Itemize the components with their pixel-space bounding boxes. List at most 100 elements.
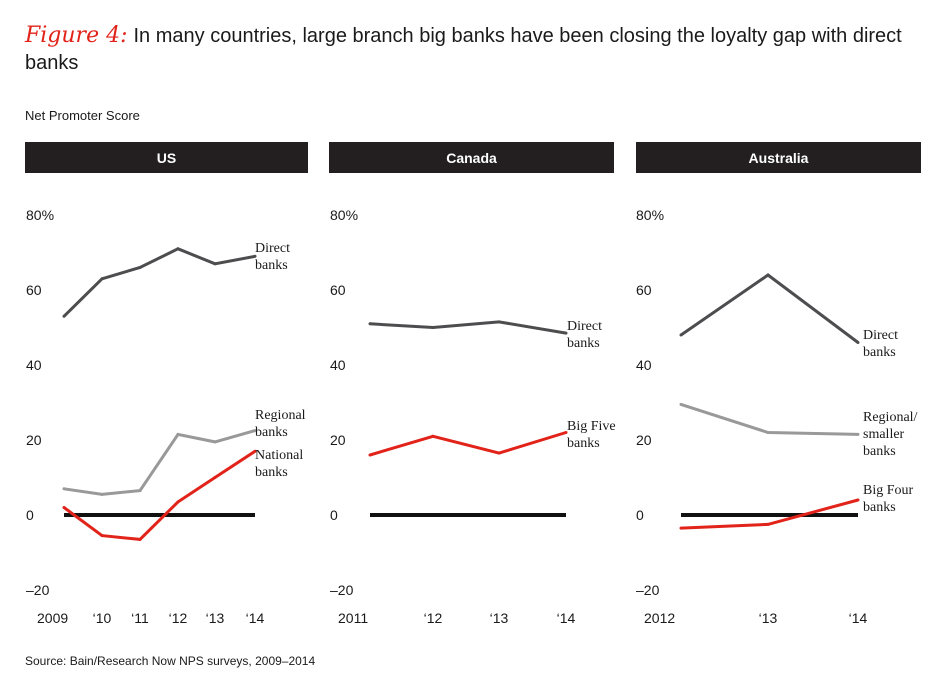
data-point xyxy=(213,476,217,479)
data-point xyxy=(564,431,568,434)
data-point xyxy=(100,534,104,538)
panel-header-bar xyxy=(329,142,614,173)
data-point xyxy=(766,522,770,526)
series-label: Big Five xyxy=(567,419,616,434)
y-tick-label: 60 xyxy=(26,282,42,298)
data-point xyxy=(679,526,683,530)
y-tick-label: 60 xyxy=(636,282,652,298)
x-tick-label: ‘12 xyxy=(169,610,188,626)
data-point xyxy=(253,449,257,453)
panel-us: US 80% 60 40 20 0 –20 Direct banks Regional banks N… xyxy=(25,142,308,626)
data-point xyxy=(62,506,66,509)
x-tick-label: ‘11 xyxy=(131,610,149,626)
y-tick-label: –20 xyxy=(26,582,50,598)
series-line-direct-banks xyxy=(680,273,859,344)
data-point xyxy=(368,453,372,457)
series-label: banks xyxy=(567,436,600,451)
data-point xyxy=(176,500,180,504)
series-line-regional-smaller-banks xyxy=(680,402,859,436)
x-tick-label: ‘14 xyxy=(557,610,576,626)
y-tick-label: 80% xyxy=(330,207,358,223)
data-point xyxy=(497,451,501,455)
data-point xyxy=(431,326,435,329)
series-label: banks xyxy=(863,500,896,515)
data-point xyxy=(431,434,435,438)
y-tick-label: 40 xyxy=(26,357,42,373)
panel-header-bar xyxy=(636,142,921,173)
data-point xyxy=(368,322,372,326)
x-tick-label: ‘13 xyxy=(759,610,778,626)
x-tick-label: ‘14 xyxy=(246,610,265,626)
data-point xyxy=(138,489,142,493)
data-point xyxy=(856,432,860,436)
series-label: banks xyxy=(863,444,896,459)
series-label: Regional xyxy=(255,408,306,423)
series-label: smaller xyxy=(863,427,905,442)
y-tick-label: 20 xyxy=(330,432,346,448)
series-line-direct-banks xyxy=(62,247,256,318)
data-point xyxy=(138,266,142,269)
data-point xyxy=(100,277,104,281)
data-point xyxy=(100,492,104,496)
series-label: Direct xyxy=(567,319,602,334)
series-label: Direct xyxy=(863,328,898,343)
series-label: banks xyxy=(863,345,896,360)
y-tick-label: 0 xyxy=(330,507,338,523)
data-point xyxy=(766,431,770,434)
data-point xyxy=(213,440,217,444)
y-tick-label: 20 xyxy=(26,432,42,448)
y-tick-label: –20 xyxy=(330,582,354,598)
y-tick-label: 40 xyxy=(636,357,652,373)
data-point xyxy=(679,402,683,406)
series-label: banks xyxy=(255,258,288,273)
x-tick-label: ‘12 xyxy=(424,610,443,626)
data-point xyxy=(176,432,180,436)
series-line-regional-banks xyxy=(63,429,256,496)
panel-header-label: US xyxy=(157,150,176,166)
y-tick-label: 0 xyxy=(26,507,34,523)
x-tick-label: 2009 xyxy=(37,610,68,626)
data-point xyxy=(679,333,683,337)
series-label: National xyxy=(255,448,303,463)
series-label: Big Four xyxy=(863,483,914,498)
figure-label: Figure 4: xyxy=(25,23,128,48)
data-point xyxy=(253,254,257,258)
series-label: banks xyxy=(255,465,288,480)
y-tick-label: 0 xyxy=(636,507,644,523)
data-point xyxy=(766,273,770,277)
data-point xyxy=(856,498,860,502)
chart-title: Figure 4: In many countries, large branch… xyxy=(25,22,925,77)
y-tick-label: 80% xyxy=(636,207,664,223)
x-tick-label: ‘10 xyxy=(93,610,112,626)
data-point xyxy=(62,487,66,491)
series-label: banks xyxy=(255,425,288,440)
data-point xyxy=(856,341,860,344)
series-label: Direct xyxy=(255,241,290,256)
x-tick-label: 2012 xyxy=(644,610,675,626)
series-line-direct-banks xyxy=(369,320,567,335)
x-tick-label: 2011 xyxy=(338,610,368,626)
x-tick-label: ‘13 xyxy=(490,610,509,626)
y-tick-label: –20 xyxy=(636,582,660,598)
y-tick-label: 20 xyxy=(636,432,652,448)
series-label: Regional/ xyxy=(863,410,918,425)
data-point xyxy=(176,247,180,251)
data-point xyxy=(497,320,501,324)
data-point xyxy=(138,537,142,541)
x-tick-label: ‘14 xyxy=(849,610,868,626)
y-tick-label: 80% xyxy=(26,207,54,223)
y-axis-label: Net Promoter Score xyxy=(25,108,140,123)
panel-canada: Canada 80% 60 40 20 0 –20 Direct banks Big Five ba… xyxy=(329,142,616,626)
series-line-national-banks xyxy=(63,450,256,541)
panel-australia: Australia 80% 60 40 20 0 –20 Direct banks Regiona… xyxy=(636,142,921,626)
data-point xyxy=(213,262,217,266)
data-point xyxy=(253,429,257,433)
data-point xyxy=(564,331,568,335)
y-tick-label: 40 xyxy=(330,357,346,373)
data-point xyxy=(62,314,66,318)
series-line-big-five-banks xyxy=(369,431,567,457)
panel-header-label: Canada xyxy=(446,150,497,166)
panel-header-bar xyxy=(25,142,308,173)
source-note: Source: Bain/Research Now NPS surveys, 2… xyxy=(25,654,316,668)
